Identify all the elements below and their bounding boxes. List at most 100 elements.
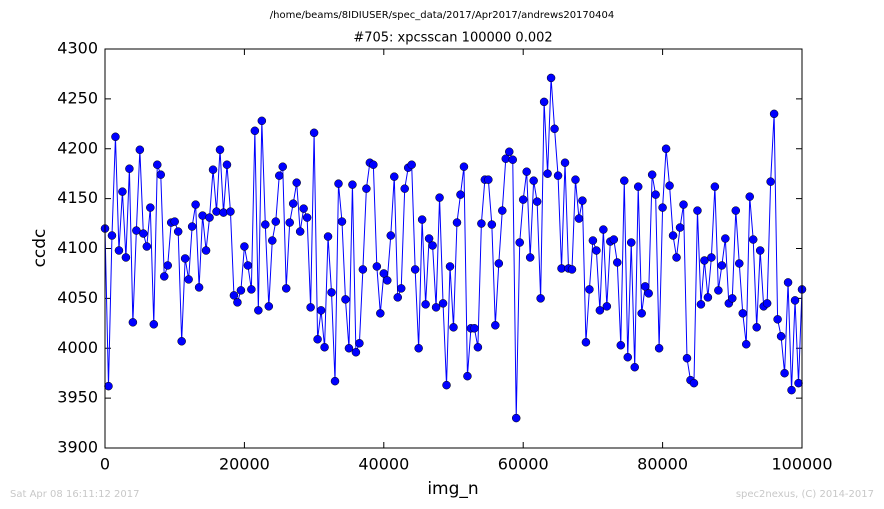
data-point (299, 204, 308, 213)
data-point (139, 229, 148, 238)
data-point (351, 347, 361, 357)
data-point (184, 275, 193, 284)
y-tick-label: 4300 (57, 39, 98, 58)
data-point (498, 206, 507, 215)
data-point (505, 147, 514, 156)
y-tick-label: 4250 (57, 88, 98, 107)
data-point (153, 160, 162, 169)
data-point (703, 293, 713, 302)
data-point (752, 323, 761, 332)
data-point (728, 294, 737, 303)
data-point (578, 196, 587, 205)
data-point (435, 193, 444, 202)
data-point (261, 220, 270, 229)
data-point (212, 207, 221, 216)
data-point (247, 285, 256, 294)
data-point (327, 288, 336, 297)
data-point (104, 381, 113, 391)
data-point (452, 218, 462, 227)
data-point (696, 300, 706, 309)
data-point (400, 184, 409, 193)
data-point (323, 232, 333, 241)
data-point (668, 231, 678, 240)
data-point (146, 203, 155, 212)
data-point (428, 241, 437, 250)
data-point (543, 169, 552, 178)
y-tick-label: 4150 (57, 188, 98, 207)
data-point (135, 145, 145, 154)
data-point (320, 343, 329, 352)
data-point (672, 253, 681, 262)
data-point (511, 413, 521, 423)
data-point (595, 306, 605, 315)
data-point (414, 344, 423, 353)
data-point (275, 171, 284, 180)
data-point (470, 324, 479, 333)
x-tick-label: 60000 (498, 455, 549, 474)
data-point (508, 155, 517, 164)
data-point (539, 97, 549, 107)
data-point (431, 303, 441, 312)
data-point (633, 182, 643, 191)
data-point (173, 227, 183, 236)
data-point (383, 276, 392, 285)
x-tick-label: 80000 (637, 455, 688, 474)
data-point (278, 162, 287, 171)
data-point (187, 222, 197, 231)
data-point (585, 285, 594, 294)
data-point (205, 213, 214, 222)
footer-right: spec2nexus, (C) 2014-2017 (736, 489, 874, 500)
data-point (529, 176, 538, 185)
data-point (783, 278, 793, 287)
x-tick-label: 0 (100, 455, 110, 474)
data-point (257, 116, 267, 126)
data-point (358, 265, 368, 274)
data-point (459, 162, 469, 171)
data-point (762, 299, 772, 308)
data-point (776, 332, 786, 341)
data-point (602, 302, 612, 311)
data-point (386, 231, 396, 240)
data-point (640, 282, 650, 291)
data-point (477, 219, 486, 228)
data-point (647, 170, 657, 179)
data-point (170, 217, 179, 226)
data-point (769, 109, 779, 119)
x-tick-label: 40000 (358, 455, 409, 474)
data-point (661, 144, 671, 153)
y-tick-label: 4100 (57, 238, 98, 257)
data-point (142, 242, 152, 251)
chart-title: #705: xpcsscan 100000 0.002 (353, 31, 552, 46)
data-point (682, 353, 692, 363)
data-point (313, 335, 322, 344)
data-point (201, 246, 211, 255)
data-point (599, 225, 608, 234)
data-point (417, 215, 427, 224)
data-point (532, 197, 542, 206)
y-axis-label: ccdc (30, 229, 50, 268)
data-point (264, 302, 274, 311)
data-point (463, 371, 472, 381)
data-point (292, 178, 301, 187)
data-point (748, 235, 758, 244)
data-point (735, 259, 744, 268)
data-point (675, 223, 685, 232)
data-point (163, 261, 172, 270)
data-point (128, 318, 138, 327)
data-point (362, 184, 371, 193)
data-point (766, 177, 775, 186)
data-point (581, 338, 591, 347)
data-point (107, 231, 117, 240)
data-point (180, 254, 190, 263)
data-point (208, 165, 218, 174)
data-point (679, 200, 688, 209)
data-point (372, 262, 382, 271)
data-point (369, 160, 378, 169)
data-point (442, 380, 451, 390)
data-point (121, 253, 131, 262)
data-point (550, 124, 559, 134)
data-point (755, 246, 765, 255)
data-point (149, 320, 159, 329)
data-point (268, 236, 277, 245)
data-point (522, 167, 531, 176)
